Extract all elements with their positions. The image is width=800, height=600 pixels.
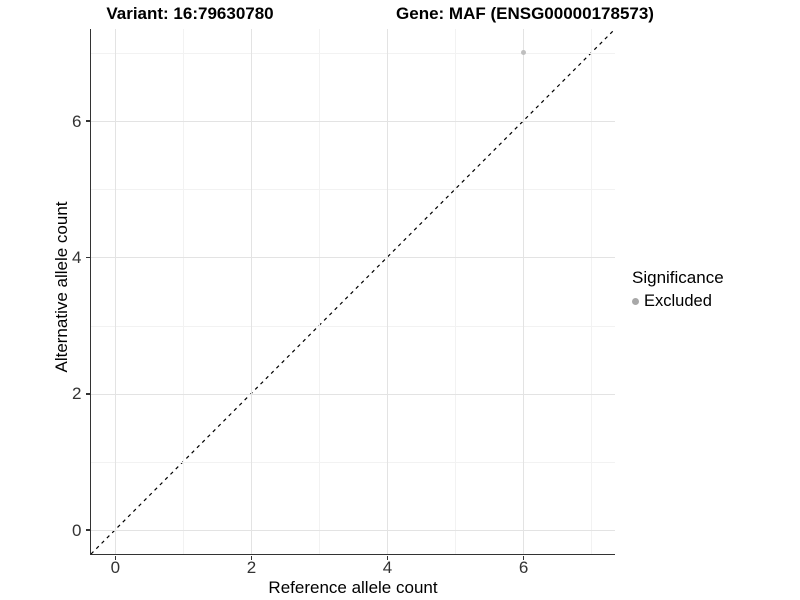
y-axis-title: Alternative allele count <box>52 201 71 373</box>
identity-dashed-line <box>90 28 616 555</box>
x-axis-title: Reference allele count <box>268 578 438 597</box>
x-axis-tick <box>386 555 389 560</box>
data-point <box>520 50 526 56</box>
legend-item-label: Excluded <box>644 292 712 310</box>
plot-panel <box>90 28 616 555</box>
legend-point-icon <box>632 298 639 305</box>
legend: Significance Excluded <box>632 268 724 311</box>
v-major-gridline <box>387 29 389 554</box>
h-major-gridline <box>91 530 615 532</box>
x-tick-label: 6 <box>518 558 529 577</box>
y-axis-tick <box>85 256 90 259</box>
h-minor-gridline <box>91 325 615 327</box>
plot-title-variant: Variant: 16:79630780 <box>106 4 274 23</box>
y-tick-label: 4 <box>72 247 82 267</box>
y-tick-label: 6 <box>72 111 82 131</box>
y-axis-tick <box>85 120 90 122</box>
h-major-gridline <box>91 393 615 395</box>
x-tick-label: 4 <box>382 558 393 577</box>
v-major-gridline <box>523 29 525 554</box>
x-axis-tick <box>114 555 117 560</box>
legend-title: Significance <box>632 268 724 287</box>
h-minor-gridline <box>91 189 615 191</box>
v-major-gridline <box>114 29 116 554</box>
v-minor-gridline <box>318 29 320 554</box>
v-minor-gridline <box>591 29 593 554</box>
y-tick-label: 2 <box>72 384 82 404</box>
y-tick-label: 0 <box>72 520 82 540</box>
h-minor-gridline <box>91 461 615 463</box>
y-axis-tick <box>85 529 90 531</box>
v-minor-gridline <box>182 29 184 554</box>
y-axis-tick <box>85 393 90 395</box>
plot-title-gene: Gene: MAF (ENSG00000178573) <box>396 4 654 23</box>
x-axis-tick <box>250 555 253 560</box>
h-minor-gridline <box>91 52 615 54</box>
x-axis-tick <box>522 555 525 560</box>
v-minor-gridline <box>455 29 457 554</box>
h-major-gridline <box>91 121 615 123</box>
x-tick-label: 2 <box>246 558 257 577</box>
x-tick-label: 0 <box>110 558 121 577</box>
v-major-gridline <box>250 29 252 554</box>
legend-item-excluded: Excluded <box>632 292 724 311</box>
h-major-gridline <box>91 257 615 259</box>
